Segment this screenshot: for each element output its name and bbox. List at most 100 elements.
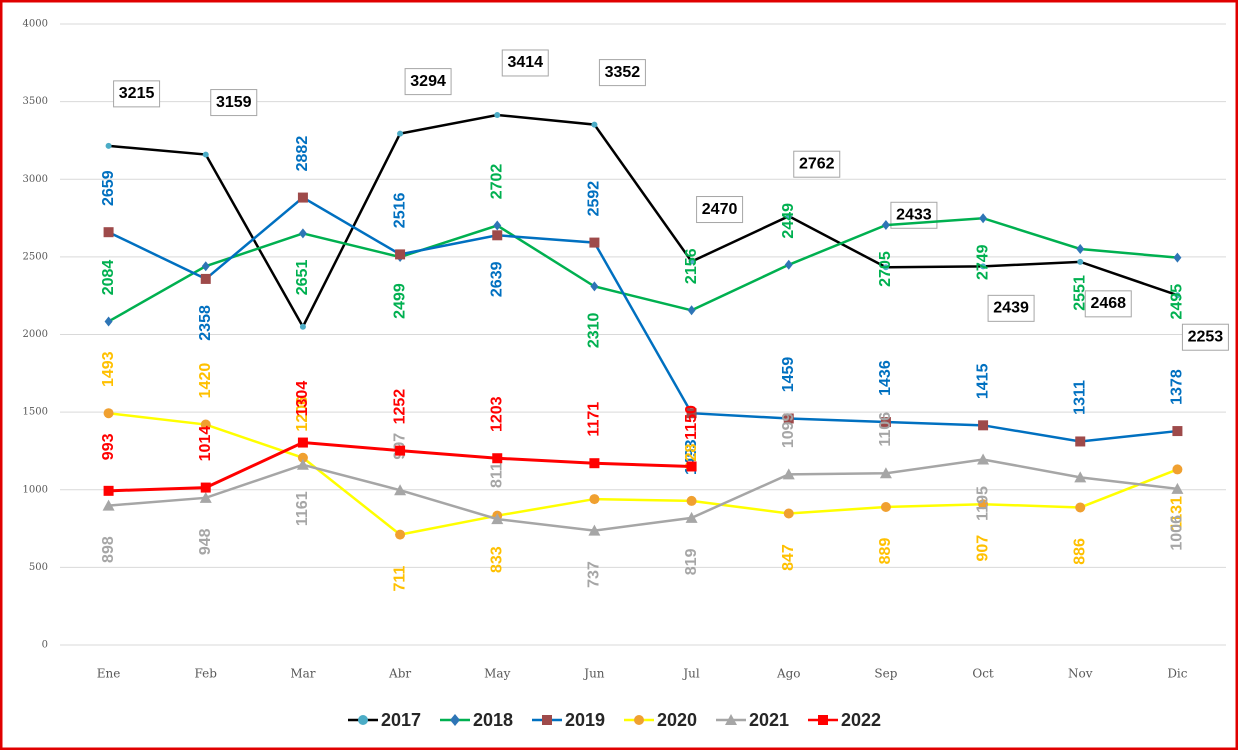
marker [1173, 252, 1182, 263]
marker [395, 445, 406, 456]
marker [589, 458, 600, 469]
marker [450, 714, 460, 726]
data-label: 1378 [1169, 369, 1186, 405]
data-label: 2749 [974, 244, 991, 280]
marker [298, 228, 307, 239]
marker [589, 237, 600, 248]
legend-label: 2020 [657, 710, 697, 730]
legend-label: 2018 [473, 710, 513, 730]
data-label: 2358 [197, 305, 214, 341]
label-box [793, 150, 841, 178]
marker [879, 467, 892, 479]
marker [103, 227, 114, 238]
data-label: 3159 [216, 94, 252, 111]
marker [200, 273, 211, 284]
marker [880, 501, 891, 512]
label-box [987, 294, 1035, 322]
data-label: 819 [683, 548, 700, 575]
x-tick-label: Abr [388, 667, 411, 681]
data-label: 2156 [683, 248, 700, 284]
data-label: 2702 [488, 164, 505, 200]
marker [588, 524, 601, 536]
marker [977, 453, 990, 465]
marker [784, 259, 793, 270]
marker [1074, 471, 1087, 483]
data-label: 2762 [799, 155, 835, 172]
data-label: 1459 [780, 357, 797, 393]
data-label: 3294 [410, 73, 446, 90]
data-label: 1436 [877, 360, 894, 396]
data-label: 3215 [119, 85, 155, 102]
marker [297, 192, 308, 203]
marker [296, 458, 309, 470]
marker [589, 494, 600, 505]
y-tick-label: 2500 [23, 251, 48, 262]
x-tick-label: Dic [1167, 667, 1187, 681]
data-label: 2449 [780, 203, 797, 239]
data-label: 1203 [488, 396, 505, 432]
x-tick-label: Oct [972, 667, 994, 681]
x-tick-label: Sep [874, 667, 897, 681]
legend-label: 2017 [381, 710, 421, 730]
marker [297, 452, 308, 463]
y-tick-label: 3000 [23, 174, 48, 185]
data-label: 811 [488, 462, 505, 488]
label-box [113, 80, 161, 108]
marker [493, 220, 502, 231]
marker [358, 715, 368, 725]
data-label: 2705 [877, 251, 894, 287]
marker [782, 468, 795, 480]
label-box [404, 68, 452, 96]
marker [200, 419, 211, 430]
data-label: 2439 [993, 300, 1029, 317]
marker [1174, 292, 1181, 299]
x-tick-label: Jun [582, 667, 605, 681]
marker [725, 714, 737, 725]
series-line [107, 216, 1178, 323]
marker [200, 482, 211, 493]
y-tick-label: 1000 [23, 484, 48, 495]
marker [686, 461, 697, 472]
data-label: 2551 [1071, 275, 1088, 311]
marker [980, 263, 987, 270]
marker [492, 230, 503, 241]
y-tick-label: 0 [42, 640, 48, 651]
data-label: 1195 [974, 486, 991, 521]
data-label: 1206 [294, 396, 311, 432]
x-tick-label: May [484, 667, 510, 681]
marker [1172, 464, 1183, 475]
marker [818, 715, 828, 725]
marker [687, 305, 696, 316]
y-tick-label: 3500 [23, 96, 48, 107]
data-label: 898 [100, 536, 117, 563]
data-label: 907 [974, 535, 991, 562]
x-tick-label: Feb [195, 667, 218, 681]
marker [494, 111, 501, 118]
data-label: 2516 [391, 192, 408, 228]
marker [1075, 502, 1086, 513]
marker [783, 413, 794, 424]
data-label: 2253 [1188, 328, 1224, 345]
marker [686, 495, 697, 506]
marker [978, 420, 989, 431]
marker [1075, 436, 1086, 447]
marker [685, 511, 698, 523]
data-label: 889 [877, 538, 894, 565]
marker [1172, 426, 1183, 437]
data-label: 1150 [683, 405, 700, 440]
data-label: 1131 [1169, 496, 1186, 531]
marker [103, 485, 114, 496]
data-label: 2470 [702, 201, 738, 218]
data-label: 2433 [896, 206, 932, 223]
data-label: 711 [391, 566, 408, 592]
x-tick-label: Ene [97, 667, 121, 681]
marker [590, 281, 599, 292]
y-tick-label: 2000 [23, 329, 48, 340]
legend-label: 2021 [749, 710, 789, 730]
marker [881, 220, 890, 231]
marker [397, 130, 404, 137]
data-label: 1420 [197, 363, 214, 399]
data-label: 993 [100, 433, 117, 460]
